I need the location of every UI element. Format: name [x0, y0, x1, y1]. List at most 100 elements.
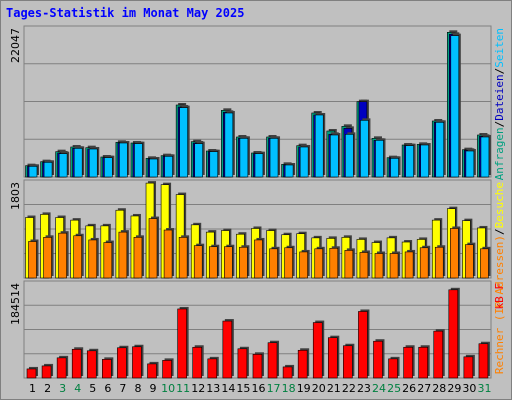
- bar-seiten-day-27: [420, 142, 431, 178]
- bar-rechner-day-9: [148, 216, 160, 279]
- bar-face: [344, 250, 354, 279]
- legend-panel-2-item-3: Besuche: [493, 182, 506, 228]
- bar-face: [43, 162, 53, 178]
- bar-face: [297, 349, 308, 379]
- bar-seiten-day-8: [134, 141, 145, 178]
- bar-rechner-day-15: [239, 245, 250, 279]
- bar-face: [239, 138, 249, 178]
- bar-kbytes-day-14: [222, 319, 234, 379]
- bar-kbytes-day-19: [297, 348, 310, 379]
- bar-face: [224, 112, 234, 178]
- x-tick-label-day-31: 31: [477, 382, 491, 395]
- bar-face: [117, 347, 127, 379]
- legend-panel-2-item-0: Rechner: [493, 327, 506, 374]
- x-tick-label-day-28: 28: [432, 382, 446, 395]
- bar-face: [86, 350, 97, 379]
- x-tick-label-day-25: 25: [387, 382, 401, 395]
- bar-seiten-day-29: [450, 33, 461, 178]
- x-tick-label-day-23: 23: [357, 382, 371, 395]
- bar-rechner-day-28: [434, 245, 446, 279]
- x-tick-label-day-30: 30: [462, 382, 476, 395]
- bar-rechner-day-10: [163, 228, 175, 279]
- x-tick-label-day-12: 12: [191, 382, 205, 395]
- bar-face: [104, 157, 113, 178]
- bar-face: [103, 242, 113, 279]
- bar-face: [224, 246, 233, 279]
- bar-seiten-day-24: [375, 138, 386, 178]
- bar-face: [388, 358, 398, 379]
- bar-seiten-day-7: [119, 140, 130, 178]
- legend-panel-1-item-2: Dateien: [493, 74, 506, 120]
- bar-seiten-day-30: [465, 148, 476, 178]
- x-tick-label-day-19: 19: [297, 382, 311, 395]
- bar-face: [343, 345, 353, 379]
- bar-rechner-day-2: [43, 235, 54, 279]
- bar-face: [360, 120, 369, 178]
- bar-face: [404, 251, 414, 279]
- page-title: Tages-Statistik im Monat May 2025: [6, 6, 245, 20]
- bar-face: [252, 354, 263, 379]
- bar-face: [269, 248, 278, 279]
- bar-face: [119, 142, 128, 178]
- x-tick-label-day-10: 10: [161, 382, 175, 395]
- bar-face: [164, 156, 173, 178]
- bar-seiten-day-20: [314, 112, 326, 178]
- bar-rechner-day-1: [28, 239, 39, 279]
- bar-face: [418, 346, 428, 379]
- ymax-label-besuche: 1803: [9, 182, 22, 210]
- legend-panel-3-item-0: kB F: [493, 283, 506, 310]
- bar-kbytes-day-6: [102, 357, 114, 379]
- bar-face: [133, 237, 143, 279]
- bar-seiten-day-16: [254, 151, 265, 178]
- legend-panel-1: Anfragen/Dateien/Seiten: [493, 28, 506, 180]
- x-tick-label-day-11: 11: [176, 382, 190, 395]
- x-tick-label-day-16: 16: [252, 382, 266, 395]
- x-tick-label-day-13: 13: [206, 382, 220, 395]
- x-tick-label-day-20: 20: [312, 382, 326, 395]
- bar-face: [118, 231, 128, 279]
- x-tick-label-day-7: 7: [119, 382, 126, 395]
- legend-panel-2: Rechner (IP-Adressen)/Besuche: [493, 182, 506, 374]
- bar-face: [73, 148, 83, 178]
- bar-seiten-day-11: [179, 105, 190, 178]
- bar-seiten-day-13: [209, 149, 220, 178]
- bar-face: [28, 166, 38, 178]
- x-tick-label-day-24: 24: [372, 382, 386, 395]
- bar-face: [435, 122, 445, 178]
- bar-face: [222, 320, 233, 379]
- bar-kbytes-day-7: [117, 345, 129, 379]
- bar-kbytes-day-17: [267, 340, 280, 379]
- bar-face: [177, 308, 187, 379]
- bar-face: [179, 107, 188, 178]
- x-tick-label-day-9: 9: [150, 382, 157, 395]
- bar-face: [178, 237, 188, 279]
- bar-kbytes-day-8: [132, 344, 144, 379]
- bar-face: [419, 247, 429, 279]
- bar-face: [403, 346, 413, 379]
- bar-kbytes-day-23: [358, 309, 370, 379]
- bar-face: [327, 337, 338, 379]
- bar-face: [314, 248, 324, 279]
- bar-seiten-day-23: [360, 118, 371, 178]
- x-tick-label-day-3: 3: [59, 382, 66, 395]
- x-tick-label-day-26: 26: [402, 382, 416, 395]
- bar-kbytes-day-24: [373, 339, 385, 379]
- bar-kbytes-day-5: [86, 348, 99, 379]
- bar-kbytes-day-12: [192, 345, 204, 379]
- bar-seiten-day-31: [480, 134, 491, 178]
- x-tick-label-day-22: 22: [342, 382, 356, 395]
- bar-seiten-day-17: [269, 136, 281, 178]
- bar-rechner-day-14: [224, 244, 235, 279]
- bar-face: [88, 148, 98, 178]
- bar-face: [194, 143, 204, 178]
- bar-face: [434, 246, 444, 279]
- x-tick-label-day-6: 6: [104, 382, 111, 395]
- bar-rechner-day-24: [374, 251, 385, 279]
- bar-kbytes-day-27: [418, 345, 430, 379]
- bar-kbytes-day-15: [237, 346, 249, 379]
- bar-face: [450, 228, 459, 279]
- bar-rechner-day-18: [284, 245, 295, 279]
- bar-face: [448, 289, 459, 379]
- ymax-label-anfragen: 22047: [9, 28, 22, 63]
